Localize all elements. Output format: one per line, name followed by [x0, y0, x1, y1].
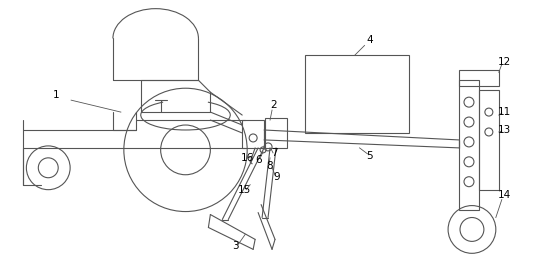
Bar [459, 70, 499, 86]
Text: 5: 5 [366, 151, 373, 161]
Bar [479, 90, 499, 190]
Text: 4: 4 [366, 35, 373, 45]
Text: 6: 6 [255, 155, 262, 165]
Bar [305, 56, 409, 133]
Text: 16: 16 [240, 153, 254, 163]
Text: 15: 15 [238, 185, 251, 195]
Text: 11: 11 [498, 107, 511, 117]
Text: 3: 3 [232, 241, 239, 251]
Bar [459, 80, 479, 209]
Text: 8: 8 [267, 161, 273, 171]
Text: 1: 1 [53, 90, 59, 100]
Bar [265, 118, 287, 148]
Text: 7: 7 [271, 148, 277, 158]
Bar [242, 120, 264, 148]
Text: 13: 13 [498, 125, 511, 135]
Text: 14: 14 [498, 190, 511, 200]
Text: 12: 12 [498, 57, 511, 67]
Text: 2: 2 [271, 100, 277, 110]
Text: 9: 9 [274, 172, 280, 182]
